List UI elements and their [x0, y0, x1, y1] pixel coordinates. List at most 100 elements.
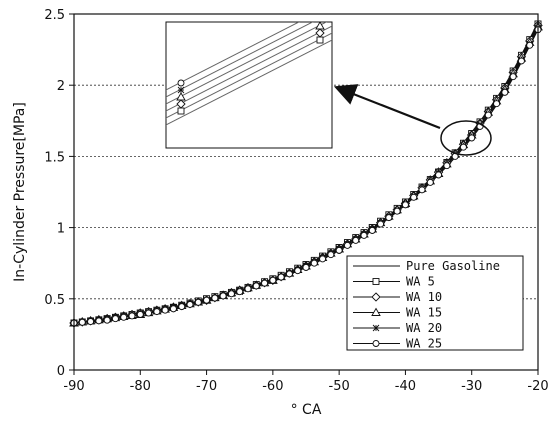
- x-tick-label: -20: [527, 379, 548, 394]
- data-point: [302, 264, 310, 271]
- zoom-inset-marker: [177, 107, 185, 115]
- data-point: [261, 279, 269, 287]
- data-point: [211, 294, 219, 302]
- x-tick-label: -90: [63, 379, 84, 394]
- zoom-inset-marker: [316, 36, 324, 44]
- highlight-ellipse: [440, 120, 492, 156]
- data-point: [161, 306, 169, 314]
- zoom-inset-frame: [165, 21, 333, 149]
- star-stroke: [177, 86, 185, 94]
- zoom-inset-marker: [176, 92, 186, 101]
- data-point: [252, 282, 260, 290]
- data-point: [145, 309, 153, 317]
- data-point: [377, 220, 385, 228]
- data-point: [236, 288, 244, 296]
- data-point: [203, 296, 211, 304]
- legend-label: WA 5: [406, 275, 435, 289]
- data-point: [294, 267, 302, 275]
- zoom-inset-marker: [317, 22, 323, 23]
- zoom-inset: [165, 21, 333, 149]
- zoom-inset-marker: [315, 28, 325, 38]
- data-point: [153, 308, 161, 316]
- plot-area-frame: [73, 13, 539, 371]
- data-point: [410, 193, 418, 201]
- zoom-inset-line: [166, 22, 301, 91]
- data-point: [401, 201, 409, 209]
- data-point: [186, 301, 194, 308]
- legend-label: WA 25: [406, 337, 442, 351]
- zoom-inset-line: [166, 25, 332, 112]
- data-point: [285, 270, 293, 278]
- data-point: [95, 317, 103, 325]
- legend-swatch-marker: [371, 307, 381, 316]
- data-point: [335, 246, 343, 254]
- legend-label: Pure Gasoline: [406, 259, 500, 273]
- zoom-inset-marker: [176, 99, 186, 109]
- data-point: [120, 313, 128, 321]
- data-point: [103, 316, 111, 324]
- x-tick-label: -60: [262, 379, 283, 394]
- y-tick-label: 1: [57, 222, 65, 237]
- data-point: [468, 134, 476, 142]
- x-axis-title: ° CA: [291, 402, 322, 418]
- legend-label: WA 20: [406, 321, 442, 335]
- legend-swatch-marker: [372, 324, 380, 332]
- data-point: [526, 41, 534, 49]
- data-point: [343, 241, 351, 249]
- legend-swatch-marker: [371, 292, 381, 302]
- data-point: [219, 292, 227, 300]
- data-point: [509, 73, 517, 81]
- data-point: [517, 57, 525, 65]
- data-point: [360, 231, 368, 239]
- data-point: [178, 303, 186, 311]
- data-point: [393, 207, 401, 215]
- data-point: [194, 298, 202, 306]
- legend-label: WA 15: [406, 306, 442, 320]
- data-point: [327, 251, 335, 259]
- zoom-inset-line: [166, 22, 314, 98]
- data-point: [244, 285, 252, 293]
- data-point: [368, 226, 376, 234]
- series-markers: [69, 20, 543, 328]
- data-point: [227, 290, 235, 298]
- data-point: [484, 111, 492, 119]
- data-point: [87, 318, 95, 326]
- star-stroke: [372, 324, 380, 332]
- data-point: [169, 305, 177, 313]
- star-stroke: [317, 22, 318, 23]
- data-point: [493, 100, 501, 108]
- data-point: [459, 143, 467, 151]
- data-point: [277, 273, 285, 281]
- y-tick-label: 0: [57, 364, 65, 379]
- y-axis-ticks: 0 0.5 1 1.5 2 2.5: [44, 8, 74, 379]
- y-axis-title: In-Cylinder Pressure[MPa]: [12, 102, 28, 282]
- x-tick-label: -70: [196, 379, 217, 394]
- zoom-inset-marker: [315, 22, 325, 30]
- y-tick-label: 1.5: [44, 150, 65, 165]
- zoom-arrow: [333, 84, 441, 130]
- zoom-inset-line: [166, 22, 328, 105]
- x-tick-label: -80: [130, 379, 151, 394]
- y-tick-label: 2.5: [44, 8, 65, 23]
- x-tick-label: -30: [461, 379, 482, 394]
- data-point: [78, 318, 86, 326]
- data-point: [352, 236, 360, 244]
- data-point: [269, 276, 277, 284]
- data-point: [111, 315, 119, 323]
- legend-swatch-marker: [372, 278, 380, 285]
- data-point: [443, 162, 451, 170]
- data-point: [385, 214, 393, 222]
- legend-box: [346, 255, 524, 351]
- legend-swatch-marker: [372, 340, 380, 347]
- star-stroke: [322, 22, 323, 23]
- data-point: [319, 255, 327, 263]
- zoom-inset-lines: [166, 22, 332, 126]
- data-point: [435, 171, 443, 179]
- data-point: [128, 312, 136, 320]
- y-tick-label: 0.5: [44, 293, 65, 308]
- y-tick-label: 2: [57, 79, 65, 94]
- zoom-inset-line: [166, 32, 332, 119]
- data-point: [426, 178, 434, 186]
